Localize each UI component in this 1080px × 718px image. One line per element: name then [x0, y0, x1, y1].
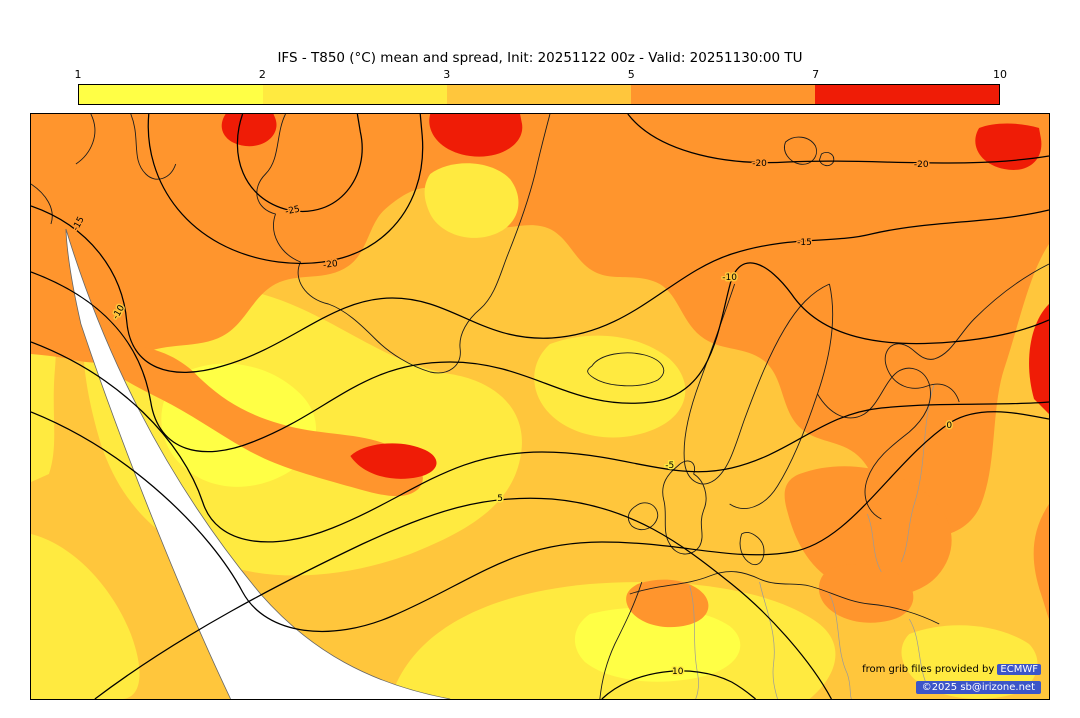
denmark-coastline: [739, 532, 765, 566]
page-title: IFS - T850 (°C) mean and spread, Init: 2…: [277, 50, 803, 66]
contour-minus15: [31, 205, 1049, 373]
contour-plus10: [601, 670, 756, 699]
tick-label: 3: [443, 68, 451, 81]
spread-red-top-right: [975, 123, 1042, 170]
finland-coastline: [817, 367, 931, 520]
contour-minus25: [236, 114, 363, 212]
spread-orange-patch-alps: [626, 579, 709, 628]
attribution-copyright: ©2025 sb@irizone.net: [915, 681, 1041, 694]
attribution-source-text: from grib files provided by: [862, 664, 998, 675]
canadian-arctic-coastline: [31, 114, 177, 225]
russia-whitesea-coastline: [884, 263, 1049, 403]
map-canvas: -25 -20 -20 -20 -15 -15 -10 -10 -5 0 5 1…: [31, 114, 1049, 699]
spread-yellow-bottom-right: [901, 625, 1038, 699]
ireland-coastline: [627, 502, 659, 530]
spread-orange-europe-lobe: [784, 466, 952, 596]
contour-minus5: [31, 341, 1049, 543]
border-europe-4: [908, 618, 928, 687]
spread-shading: [31, 114, 1049, 699]
border-baltics: [867, 513, 882, 573]
projection-wedge: [65, 228, 451, 699]
colorbar-segment-1: [79, 85, 263, 104]
contour-label: -20: [914, 160, 929, 170]
svalbard-coastline: [784, 136, 835, 167]
continental-coastline: [629, 571, 940, 625]
spread-red-top-2: [429, 114, 523, 157]
greenland-coastline: [256, 114, 551, 374]
spread-yellow-corner: [31, 534, 140, 699]
contour-label: -25: [284, 205, 300, 218]
colorbar-segment-5: [815, 85, 999, 104]
tick-label: 1: [74, 68, 82, 81]
tick-label: 10: [993, 68, 1007, 81]
contour-label: -5: [665, 461, 674, 471]
border-finland-russia: [900, 383, 935, 563]
ecmwf-badge: ECMWF: [997, 664, 1041, 675]
spread-yellow-mid-atlantic: [534, 335, 686, 438]
spread-lightest-core-bottom: [574, 607, 741, 682]
spread-red-right-edge: [1029, 304, 1049, 414]
contour-label: 0: [946, 421, 952, 431]
norway-coastline: [683, 283, 830, 485]
wedge-edge-right: [65, 228, 451, 699]
contour-minus20-greenland: [147, 114, 424, 265]
forecast-map: -25 -20 -20 -20 -15 -15 -10 -10 -5 0 5 1…: [30, 113, 1050, 700]
contour-label: -10: [722, 273, 737, 283]
coastlines: [31, 114, 1049, 699]
contour-label: -20: [752, 159, 767, 169]
contour-zero: [31, 411, 1049, 632]
spread-yellow-top-notch: [424, 163, 519, 238]
country-borders: [689, 383, 935, 699]
wedge-edge-left: [65, 228, 231, 699]
britain-coastline: [662, 460, 707, 555]
tick-label: 5: [627, 68, 635, 81]
iceland-coastline: [587, 352, 665, 387]
sweden-baltic-coastline: [729, 283, 834, 509]
mean-contours: [31, 114, 1049, 699]
spread-orange-top-band: [31, 114, 1049, 536]
spread-red-center: [350, 443, 437, 479]
spread-orange-right-edge: [1033, 504, 1049, 619]
spread-orange-patch-balkans: [818, 563, 914, 623]
spread-orange-tongue: [90, 345, 423, 497]
colorbar-segment-2: [263, 85, 447, 104]
contour-label: 10: [672, 667, 684, 677]
contour-minus20-arctic: [627, 114, 1049, 164]
tick-label: 7: [812, 68, 820, 81]
border-europe-2: [759, 581, 778, 699]
contour-minus10: [31, 262, 1049, 453]
attribution-source: from grib files provided by ECMWF: [862, 664, 1041, 675]
colorbar-legend: [78, 84, 1000, 105]
contour-label: -20: [323, 259, 339, 271]
contour-label: -15: [797, 238, 812, 248]
colorbar-tick-labels: 1 2 3 5 7 10: [74, 68, 1008, 82]
colorbar-segment-3: [447, 85, 631, 104]
border-europe-3: [829, 593, 852, 699]
tick-label: 2: [258, 68, 266, 81]
wedge-fill: [65, 229, 451, 699]
contour-plus5: [94, 497, 832, 699]
border-europe-1: [689, 585, 699, 699]
contour-label: 5: [497, 494, 503, 504]
france-coastline: [599, 581, 643, 699]
colorbar-segment-4: [631, 85, 815, 104]
spread-red-top-1: [221, 114, 277, 147]
